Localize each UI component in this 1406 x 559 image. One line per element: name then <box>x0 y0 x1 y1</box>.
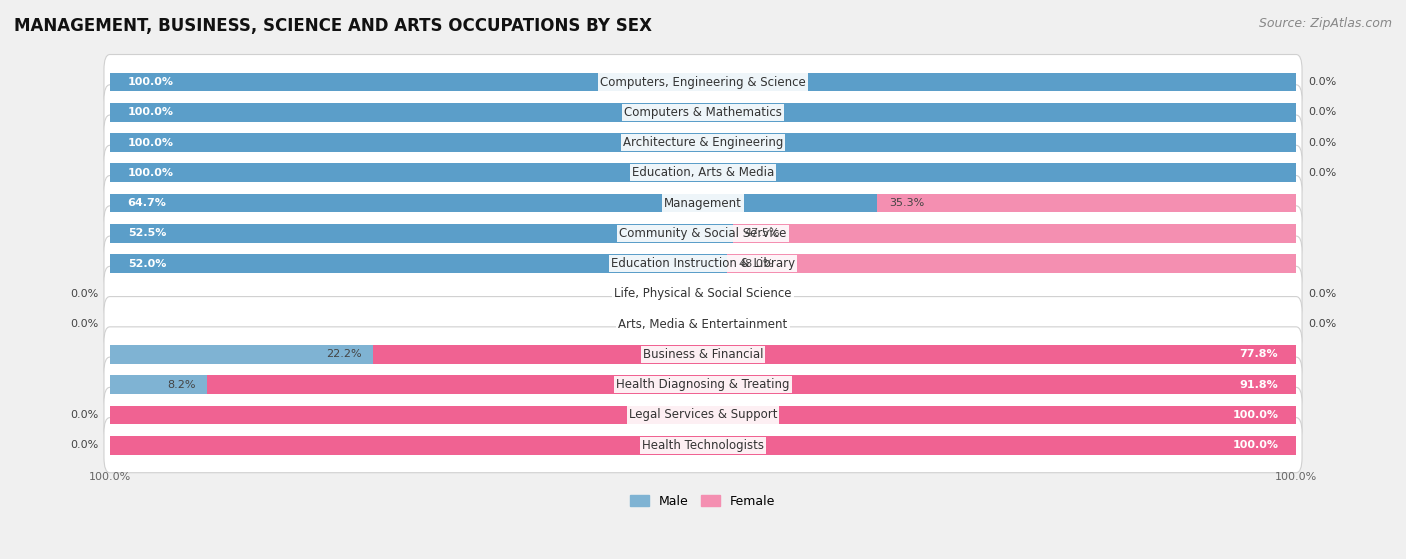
Bar <box>110 405 1296 424</box>
Text: Education Instruction & Library: Education Instruction & Library <box>612 257 794 270</box>
Bar <box>110 436 1296 454</box>
Text: 77.8%: 77.8% <box>1240 349 1278 359</box>
Text: 0.0%: 0.0% <box>70 289 98 299</box>
Text: 100.0%: 100.0% <box>128 107 174 117</box>
Legend: Male, Female: Male, Female <box>626 490 780 513</box>
Bar <box>110 73 1296 92</box>
Bar <box>110 194 877 212</box>
Text: 0.0%: 0.0% <box>1308 77 1336 87</box>
Text: 0.0%: 0.0% <box>1308 319 1336 329</box>
Text: MANAGEMENT, BUSINESS, SCIENCE AND ARTS OCCUPATIONS BY SEX: MANAGEMENT, BUSINESS, SCIENCE AND ARTS O… <box>14 17 652 35</box>
FancyBboxPatch shape <box>104 327 1302 382</box>
Text: Arts, Media & Entertainment: Arts, Media & Entertainment <box>619 318 787 330</box>
FancyBboxPatch shape <box>104 115 1302 170</box>
Bar <box>877 194 1296 212</box>
Text: Life, Physical & Social Science: Life, Physical & Social Science <box>614 287 792 300</box>
FancyBboxPatch shape <box>104 357 1302 412</box>
Bar <box>110 133 1296 152</box>
Text: Health Technologists: Health Technologists <box>643 439 763 452</box>
Bar <box>733 224 1296 243</box>
Bar <box>110 103 1296 122</box>
Text: 0.0%: 0.0% <box>1308 107 1336 117</box>
Text: Health Diagnosing & Treating: Health Diagnosing & Treating <box>616 378 790 391</box>
Text: Education, Arts & Media: Education, Arts & Media <box>631 167 775 179</box>
Bar <box>110 163 1296 182</box>
Bar <box>110 224 733 243</box>
FancyBboxPatch shape <box>104 176 1302 231</box>
Text: 0.0%: 0.0% <box>1308 138 1336 148</box>
Bar <box>373 345 1296 364</box>
Text: 52.0%: 52.0% <box>128 259 166 269</box>
Text: Architecture & Engineering: Architecture & Engineering <box>623 136 783 149</box>
Text: Business & Financial: Business & Financial <box>643 348 763 361</box>
Text: 100.0%: 100.0% <box>128 168 174 178</box>
Text: 64.7%: 64.7% <box>128 198 166 208</box>
Bar <box>207 375 1296 394</box>
FancyBboxPatch shape <box>104 266 1302 321</box>
Text: 35.3%: 35.3% <box>889 198 925 208</box>
FancyBboxPatch shape <box>104 145 1302 200</box>
Bar <box>110 254 727 273</box>
Text: 8.2%: 8.2% <box>167 380 195 390</box>
Text: 22.2%: 22.2% <box>326 349 361 359</box>
Text: 100.0%: 100.0% <box>1232 440 1278 450</box>
Text: 0.0%: 0.0% <box>70 410 98 420</box>
Text: Management: Management <box>664 197 742 210</box>
Bar <box>727 254 1296 273</box>
Text: 100.0%: 100.0% <box>128 77 174 87</box>
Bar <box>110 345 373 364</box>
Text: 0.0%: 0.0% <box>1308 289 1336 299</box>
FancyBboxPatch shape <box>104 418 1302 473</box>
Text: 52.5%: 52.5% <box>128 228 166 238</box>
Text: Computers & Mathematics: Computers & Mathematics <box>624 106 782 119</box>
Text: 0.0%: 0.0% <box>1308 168 1336 178</box>
Text: Legal Services & Support: Legal Services & Support <box>628 409 778 421</box>
Text: Community & Social Service: Community & Social Service <box>619 227 787 240</box>
Text: Source: ZipAtlas.com: Source: ZipAtlas.com <box>1258 17 1392 30</box>
Text: 100.0%: 100.0% <box>1232 410 1278 420</box>
Text: Computers, Engineering & Science: Computers, Engineering & Science <box>600 75 806 88</box>
Text: 48.0%: 48.0% <box>738 259 775 269</box>
FancyBboxPatch shape <box>104 387 1302 442</box>
FancyBboxPatch shape <box>104 236 1302 291</box>
FancyBboxPatch shape <box>104 85 1302 140</box>
FancyBboxPatch shape <box>104 297 1302 352</box>
FancyBboxPatch shape <box>104 206 1302 261</box>
Text: 100.0%: 100.0% <box>128 138 174 148</box>
Bar <box>110 375 207 394</box>
Text: 0.0%: 0.0% <box>70 319 98 329</box>
Text: 91.8%: 91.8% <box>1240 380 1278 390</box>
FancyBboxPatch shape <box>104 55 1302 110</box>
Text: 47.5%: 47.5% <box>745 228 780 238</box>
Text: 0.0%: 0.0% <box>70 440 98 450</box>
